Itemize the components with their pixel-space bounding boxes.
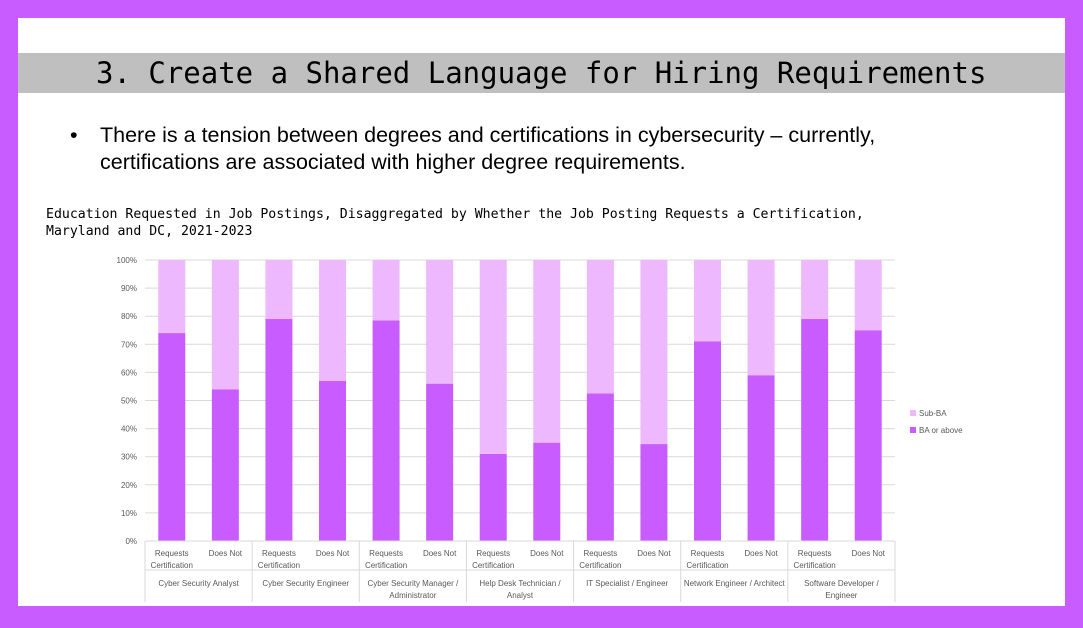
bar-sub-ba (158, 260, 186, 334)
chart-caption-line-1: Education Requested in Job Postings, Dis… (46, 207, 864, 222)
bar-ba-or-above (640, 444, 668, 541)
bar-sub-ba (319, 260, 346, 381)
bar-sub-ba (533, 260, 561, 443)
bar-sub-ba (372, 260, 400, 321)
x-group-label: Cyber Security Engineer (262, 579, 349, 588)
x-group-label: Software Developer / (804, 579, 879, 588)
slide: 3. Create a Shared Language for Hiring R… (18, 18, 1065, 606)
chart-caption: Education Requested in Job Postings, Dis… (46, 206, 1046, 240)
bar-ba-or-above (265, 319, 293, 541)
x-sub-label: Does Not (637, 549, 671, 558)
y-tick-label: 50% (121, 397, 137, 406)
legend-label: Sub-BA (919, 409, 947, 418)
x-sub-label: Does Not (316, 549, 350, 558)
x-sub-label: Certification (686, 561, 728, 570)
bar-sub-ba (426, 260, 454, 384)
y-tick-label: 80% (121, 312, 137, 321)
legend-label: BA or above (919, 426, 963, 435)
bar-sub-ba (211, 260, 239, 390)
bullet-marker: • (70, 123, 78, 147)
y-tick-label: 40% (121, 425, 137, 434)
bar-ba-or-above (694, 341, 721, 541)
x-group-label: Cyber Security Manager / (368, 579, 459, 588)
x-sub-label: Requests (262, 549, 296, 558)
x-sub-label: Certification (365, 561, 407, 570)
x-group-label: Help Desk Technician / (479, 579, 561, 588)
x-sub-label: Certification (472, 561, 514, 570)
bar-sub-ba (640, 260, 668, 445)
legend-swatch (910, 410, 916, 416)
bar-sub-ba (801, 260, 829, 320)
bar-ba-or-above (319, 380, 346, 541)
x-sub-label: Certification (794, 561, 836, 570)
bar-sub-ba (265, 260, 293, 320)
bar-ba-or-above (158, 333, 186, 541)
x-group-label: Analyst (507, 591, 534, 600)
x-group-label: IT Specialist / Engineer (586, 579, 668, 588)
x-sub-label: Certification (151, 561, 193, 570)
x-sub-label: Does Not (852, 549, 886, 558)
y-tick-label: 10% (121, 509, 137, 518)
bar-sub-ba (694, 260, 721, 342)
title-band: 3. Create a Shared Language for Hiring R… (18, 53, 1065, 93)
bar-sub-ba (747, 260, 775, 376)
x-sub-label: Certification (258, 561, 300, 570)
x-sub-label: Requests (155, 549, 189, 558)
x-sub-label: Does Not (209, 549, 243, 558)
bar-sub-ba (586, 260, 614, 394)
x-group-label: Administrator (389, 591, 436, 600)
bar-ba-or-above (747, 375, 775, 541)
y-tick-label: 30% (121, 453, 137, 462)
bar-ba-or-above (586, 393, 614, 541)
y-tick-label: 90% (121, 284, 137, 293)
x-sub-label: Requests (691, 549, 725, 558)
x-sub-label: Certification (579, 561, 621, 570)
bar-sub-ba (854, 260, 882, 331)
x-sub-label: Requests (369, 549, 403, 558)
slide-title: 3. Create a Shared Language for Hiring R… (96, 56, 987, 90)
x-group-label: Cyber Security Analyst (158, 579, 239, 588)
x-sub-label: Requests (583, 549, 617, 558)
bar-ba-or-above (801, 319, 829, 541)
x-sub-label: Does Not (530, 549, 564, 558)
stacked-bar-chart: 0% 10% 20% 30% 40% 50% 60% 70% 80% 90% 100% Request… (117, 256, 963, 602)
y-tick-label: 60% (121, 368, 137, 377)
bullet-text: There is a tension between degrees and c… (100, 123, 876, 174)
x-sub-label: Does Not (744, 549, 778, 558)
legend-swatch (910, 427, 916, 433)
y-tick-label: 70% (121, 340, 137, 349)
bar-sub-ba (479, 260, 507, 454)
chart-caption-line-2: Maryland and DC, 2021-2023 (46, 224, 253, 239)
bar-ba-or-above (479, 453, 507, 541)
bar-ba-or-above (372, 320, 400, 541)
bar-ba-or-above (533, 442, 561, 541)
x-sub-label: Requests (476, 549, 510, 558)
bar-ba-or-above (854, 330, 882, 541)
bar-ba-or-above (211, 389, 239, 541)
x-sub-label: Does Not (423, 549, 457, 558)
x-group-label: Network Engineer / Architect (684, 579, 786, 588)
y-tick-label: 0% (125, 537, 137, 546)
x-sub-label: Requests (798, 549, 832, 558)
y-tick-label: 20% (121, 481, 137, 490)
y-tick-label: 100% (117, 256, 137, 265)
x-group-label: Engineer (825, 591, 857, 600)
bar-ba-or-above (426, 383, 454, 541)
